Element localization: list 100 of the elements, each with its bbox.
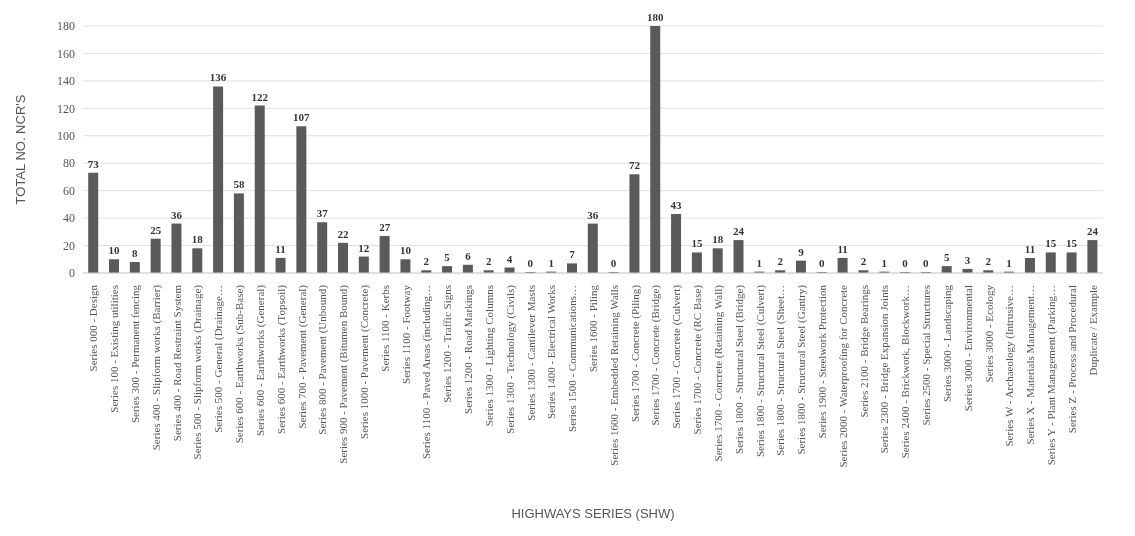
data-label: 136	[209, 71, 227, 84]
x-tick-label: Series 1800 - Structural Steel (Sheet…	[774, 285, 788, 456]
data-label: 24	[1086, 225, 1099, 238]
data-label: 43	[670, 198, 683, 211]
x-tick-label: Series 100 - Existing utilities	[108, 285, 121, 413]
x-tick-label: Series 400 - Road Restraint System	[170, 284, 183, 442]
x-tick-label: Series 1800 - Structural Steel (Gantry)	[795, 284, 809, 455]
x-tick-label: Series 900 - Pavement (Bitumen Bound)	[337, 284, 351, 464]
x-tick-label: Series 1100 - Kerbs	[378, 285, 391, 372]
x-tick-label: Series 600 - Earthworks (Sub-Base)	[233, 284, 247, 444]
data-label: 22	[337, 227, 349, 240]
x-tick-label: Series 000 - Design	[87, 284, 100, 372]
x-tick-label: Series 1200 - Road Markings	[462, 285, 475, 414]
x-tick-label: Series 1700 - Concrete (Retaining Wall)	[711, 284, 725, 462]
data-label: 24	[733, 225, 745, 238]
x-tick-label: Series 2000 - Waterproofing for Concrete	[836, 284, 849, 468]
x-tick-label: Series 1300 - Technology (Civils)	[503, 284, 517, 434]
data-label: 10	[399, 244, 412, 257]
x-tick-label: Series W - Archaeology (Intrusive…	[1003, 285, 1017, 447]
data-label: 36	[170, 208, 183, 221]
x-tick-label: Series 1700 - Concrete (Culvert)	[670, 284, 684, 429]
data-label: 0	[527, 257, 534, 269]
data-label: 15	[1066, 237, 1078, 250]
data-label: 2	[985, 255, 992, 268]
data-label: 1	[756, 256, 763, 269]
data-label: 72	[628, 159, 641, 172]
x-tick-label: Series 400 - Slipform works (Barrier)	[149, 284, 163, 451]
x-tick-label: Series 300 - Permanent fencing	[129, 284, 142, 424]
data-label: 0	[923, 257, 930, 269]
y-tick-label: 100	[57, 129, 75, 144]
x-tick-label: Series 2100 - Bridge Bearings	[857, 285, 870, 418]
x-tick-label: Series 1100 - Paved Areas (including…	[420, 285, 434, 460]
data-label: 25	[150, 223, 162, 236]
x-tick-label: Series 1300 - Cantilever Masts	[524, 285, 537, 421]
data-label: 5	[444, 251, 451, 264]
y-tick-label: 60	[63, 183, 75, 198]
y-tick-label: 180	[57, 19, 75, 34]
data-label: 15	[1045, 237, 1057, 250]
x-tick-label: Series 2500 - Special Structures	[920, 285, 933, 426]
data-label: 107	[293, 111, 311, 124]
x-tick-label: Series 1100 - Footway	[399, 284, 412, 384]
x-tick-label: Series 1000 - Pavement (Concrete)	[358, 284, 372, 439]
x-tick-label: Series 500 - Slipform works (Drainage)	[191, 284, 205, 460]
data-label: 7	[569, 248, 576, 261]
y-tick-label: 80	[63, 156, 75, 171]
x-tick-label: Series Y - Plant Management (Parking…	[1044, 285, 1058, 466]
y-tick-label: 40	[63, 211, 75, 226]
data-label: 37	[316, 207, 329, 220]
x-tick-label: Series 1200 - Traffic Signs	[441, 285, 454, 403]
x-tick-label: Series 3000 - Environmental	[961, 285, 974, 412]
data-label: 180	[646, 11, 664, 23]
y-tick-label: 120	[57, 101, 75, 116]
x-tick-label: Series 3000 - Landscaping	[940, 284, 953, 402]
data-label: 18	[191, 233, 204, 246]
y-axis-title: TOTAL NO. NCR'S	[12, 94, 28, 205]
y-tick-label: 160	[57, 46, 75, 61]
x-tick-label: Series 1300 - Lighting Columns	[482, 285, 495, 427]
data-label: 2	[860, 255, 867, 268]
x-tick-label: Series 1700 - Concrete (Bridge)	[649, 284, 663, 426]
x-tick-label: Series 1400 - Electrical Works	[545, 285, 558, 419]
x-tick-label: Series 2400 - Brickwork, Blockwork…	[899, 285, 912, 459]
data-label: 3	[964, 253, 971, 266]
data-label: 1	[881, 256, 887, 269]
data-label: 9	[798, 245, 805, 258]
data-label: 10	[108, 244, 121, 257]
x-tick-label: Series 600 - Earthworks (Topsoil)	[274, 284, 288, 434]
x-tick-label: Series 700 - Pavement (General)	[295, 284, 309, 429]
data-label: 122	[251, 90, 269, 103]
x-tick-label: Series 1800 - Structural Steel (Culvert)	[753, 284, 767, 457]
x-tick-label: Series 1900 - Steelwork Protection	[815, 284, 828, 439]
data-label: 11	[275, 242, 286, 255]
data-label: 12	[358, 241, 370, 254]
x-tick-label: Series 2300 - Bridge Expansion Joints	[878, 285, 891, 454]
data-label: 36	[587, 208, 599, 221]
data-label: 1	[1006, 256, 1012, 269]
data-label: 1	[548, 256, 554, 269]
data-label: 18	[712, 233, 724, 246]
x-tick-label: Series Z - Process and Procedural	[1065, 285, 1078, 434]
data-label: 58	[233, 178, 245, 191]
x-tick-label: Series 1500 - Communications…	[566, 285, 579, 432]
data-label: 2	[777, 255, 784, 268]
data-label: 5	[943, 251, 950, 264]
data-label: 8	[132, 247, 139, 260]
x-tick-label: Series 1600 - Embedded Retaining Walls	[607, 285, 620, 466]
x-tick-label: Series 3000 - Ecology	[982, 284, 995, 383]
data-label: 11	[1024, 242, 1036, 255]
data-label: 27	[379, 220, 391, 233]
x-tick-label: Series X - Materials Management…	[1024, 285, 1037, 445]
y-tick-label: 20	[63, 238, 75, 253]
x-tick-label: Series 600 - Earthworks (General)	[253, 284, 267, 436]
data-label: 2	[485, 255, 492, 268]
x-tick-label: Duplicate / Example	[1086, 284, 1099, 376]
data-label: 0	[819, 257, 826, 269]
x-tick-label: Series 800 - Pavement (Unbound)	[316, 284, 330, 435]
x-tick-label: Series 1700 - Concrete (RC Base)	[691, 284, 705, 435]
data-label: 4	[506, 252, 513, 265]
x-axis-title: HIGHWAYS SERIES (SHW)	[511, 506, 675, 521]
x-tick-label: Series 1800 - Structural Steel (Bridge)	[732, 284, 746, 454]
x-tick-label: Series 500 - General (Drainage…	[212, 285, 226, 433]
x-tick-label: Series 1700 - Concrete (Piling)	[628, 284, 642, 422]
